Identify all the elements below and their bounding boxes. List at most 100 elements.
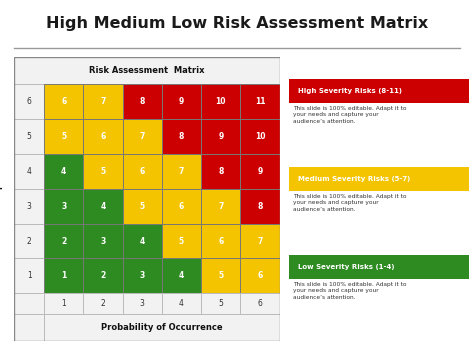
Bar <box>123 294 162 314</box>
Bar <box>240 189 280 224</box>
Bar <box>83 294 123 314</box>
Text: 10: 10 <box>255 132 265 141</box>
Bar <box>162 294 201 314</box>
Bar <box>162 189 201 224</box>
Bar <box>289 167 469 191</box>
Bar <box>14 84 44 119</box>
Text: 6: 6 <box>100 132 106 141</box>
Text: 5: 5 <box>218 272 223 280</box>
Text: 6: 6 <box>61 97 66 105</box>
Bar <box>14 189 44 224</box>
Text: 5: 5 <box>140 202 145 211</box>
Text: 4: 4 <box>100 202 106 211</box>
Text: 3: 3 <box>100 236 106 246</box>
Text: 5: 5 <box>61 132 66 141</box>
Bar <box>162 119 201 154</box>
Text: Risk Assessment  Matrix: Risk Assessment Matrix <box>89 66 205 75</box>
Text: 3: 3 <box>140 272 145 280</box>
Bar <box>44 314 280 341</box>
Bar <box>14 294 44 314</box>
Text: 6: 6 <box>27 97 32 105</box>
Bar <box>123 84 162 119</box>
Bar <box>201 84 240 119</box>
Text: 8: 8 <box>218 166 223 176</box>
Text: 4: 4 <box>27 166 32 176</box>
Bar <box>162 224 201 258</box>
Bar <box>83 154 123 189</box>
Text: 8: 8 <box>257 202 263 211</box>
Text: 2: 2 <box>100 272 106 280</box>
Bar <box>123 119 162 154</box>
Text: Medium Severity Risks (5-7): Medium Severity Risks (5-7) <box>298 176 410 182</box>
Text: Low Severity Risks (1-4): Low Severity Risks (1-4) <box>298 264 395 270</box>
Text: 7: 7 <box>257 236 263 246</box>
Bar <box>14 57 280 84</box>
Text: 1: 1 <box>61 272 66 280</box>
Text: 6: 6 <box>218 236 223 246</box>
Text: 11: 11 <box>255 97 265 105</box>
Text: 1: 1 <box>61 299 66 308</box>
Text: 4: 4 <box>179 272 184 280</box>
Text: 9: 9 <box>257 166 263 176</box>
Text: 6: 6 <box>257 272 263 280</box>
Bar <box>123 224 162 258</box>
Text: 8: 8 <box>139 97 145 105</box>
Text: High Medium Low Risk Assessment Matrix: High Medium Low Risk Assessment Matrix <box>46 16 428 31</box>
Bar <box>83 119 123 154</box>
Bar <box>201 224 240 258</box>
Bar <box>83 224 123 258</box>
Text: Probability of Occurrence: Probability of Occurrence <box>101 323 223 332</box>
Bar <box>14 154 44 189</box>
Text: 5: 5 <box>100 166 106 176</box>
Bar <box>201 154 240 189</box>
Text: This slide is 100% editable. Adapt it to
your needs and capture your
audience’s : This slide is 100% editable. Adapt it to… <box>293 282 406 300</box>
Bar <box>44 119 83 154</box>
Bar <box>289 79 469 103</box>
Bar <box>201 189 240 224</box>
Bar <box>201 294 240 314</box>
Bar <box>162 84 201 119</box>
Bar <box>44 294 83 314</box>
Text: 7: 7 <box>218 202 223 211</box>
Bar <box>162 258 201 294</box>
Bar <box>83 258 123 294</box>
Bar <box>44 258 83 294</box>
Bar <box>201 258 240 294</box>
Bar <box>44 84 83 119</box>
Text: 6: 6 <box>257 299 263 308</box>
Bar <box>240 294 280 314</box>
Text: 4: 4 <box>179 299 184 308</box>
Bar <box>240 119 280 154</box>
Bar <box>162 154 201 189</box>
Text: 7: 7 <box>100 97 106 105</box>
Bar <box>44 189 83 224</box>
Text: 2: 2 <box>61 236 66 246</box>
Text: This slide is 100% editable. Adapt it to
your needs and capture your
audience’s : This slide is 100% editable. Adapt it to… <box>293 106 406 124</box>
Text: 8: 8 <box>179 132 184 141</box>
Text: 6: 6 <box>179 202 184 211</box>
Bar <box>240 154 280 189</box>
Bar <box>289 255 469 279</box>
Text: 7: 7 <box>139 132 145 141</box>
Bar <box>240 258 280 294</box>
Bar <box>14 224 44 258</box>
Text: 9: 9 <box>218 132 223 141</box>
Bar <box>14 119 44 154</box>
Bar <box>240 84 280 119</box>
Text: 4: 4 <box>140 236 145 246</box>
Text: 10: 10 <box>216 97 226 105</box>
Text: 6: 6 <box>140 166 145 176</box>
Text: 2: 2 <box>100 299 105 308</box>
Bar <box>123 189 162 224</box>
Text: 5: 5 <box>219 299 223 308</box>
Bar <box>123 258 162 294</box>
Text: Consequence: Consequence <box>0 160 2 218</box>
Text: 9: 9 <box>179 97 184 105</box>
Bar <box>201 119 240 154</box>
Text: 5: 5 <box>27 132 32 141</box>
Text: 2: 2 <box>27 236 32 246</box>
Text: 5: 5 <box>179 236 184 246</box>
Text: 3: 3 <box>140 299 145 308</box>
Text: This slide is 100% editable. Adapt it to
your needs and capture your
audience’s : This slide is 100% editable. Adapt it to… <box>293 194 406 212</box>
Bar <box>14 314 44 341</box>
